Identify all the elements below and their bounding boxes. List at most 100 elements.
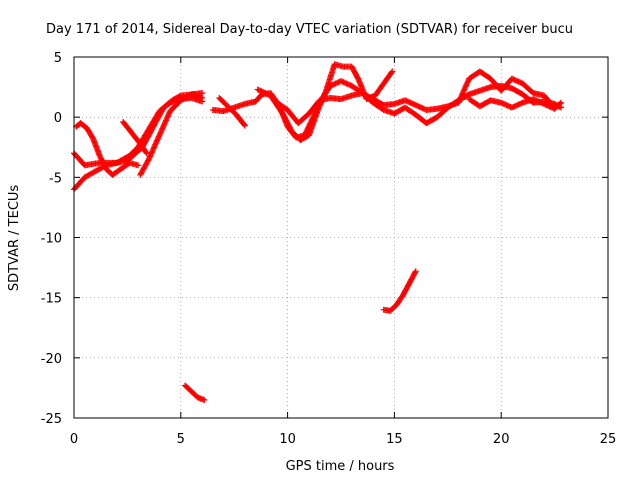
data-point [343, 80, 350, 87]
data-point [412, 268, 419, 275]
data-point [556, 100, 563, 107]
data-point [542, 101, 549, 108]
x-tick-label: 25 [600, 432, 617, 447]
x-tick-label: 5 [177, 432, 185, 447]
data-point [504, 102, 511, 109]
data-point [415, 103, 422, 110]
data-point [176, 93, 183, 100]
data-point [510, 76, 517, 83]
x-tick-label: 10 [279, 432, 296, 447]
data-point [515, 78, 522, 85]
data-point [241, 121, 248, 128]
data-point [101, 161, 108, 168]
series-track-j [466, 96, 565, 112]
data-point [535, 98, 542, 105]
x-axis-label: GPS time / hours [286, 459, 395, 474]
data-point [518, 100, 525, 107]
data-point [536, 99, 543, 106]
data-point [511, 76, 518, 83]
data-point [142, 149, 149, 156]
series-track-l [182, 382, 208, 403]
data-point [514, 78, 521, 85]
data-point [512, 102, 519, 109]
data-point [97, 153, 104, 160]
data-point [388, 69, 395, 76]
data-point [403, 97, 410, 104]
y-tick-label: -25 [41, 412, 62, 427]
data-point [344, 81, 351, 88]
data-point [512, 77, 519, 84]
data-point [135, 162, 142, 169]
y-tick-label: 5 [54, 51, 62, 66]
data-point [540, 100, 547, 107]
data-point [511, 103, 518, 110]
series-track-i [273, 68, 558, 127]
series-track-e [137, 90, 206, 178]
data-point [329, 81, 336, 88]
data-point [502, 101, 509, 108]
chart-title: Day 171 of 2014, Sidereal Day-to-day VTE… [46, 22, 573, 37]
data-point [97, 155, 104, 162]
data-point [335, 79, 342, 86]
data-point [508, 75, 515, 82]
y-tick-label: -10 [41, 232, 62, 247]
data-point [98, 156, 105, 163]
data-point [346, 81, 353, 88]
y-tick-label: 0 [54, 111, 62, 126]
data-point [143, 150, 150, 157]
data-point [411, 101, 418, 108]
data-point [539, 100, 546, 107]
y-tick-label: -5 [49, 171, 62, 186]
data-point [514, 102, 521, 109]
series-track-d [120, 118, 150, 157]
data-point [420, 105, 427, 112]
data-point [510, 103, 517, 110]
data-point [538, 99, 545, 106]
data-point [342, 79, 349, 86]
data-point [332, 80, 339, 87]
grid [74, 57, 608, 418]
data-point [241, 122, 248, 129]
data-point [506, 103, 513, 110]
data-point [412, 102, 419, 109]
axis-ticks: 0 5 10 15 20 25 5 0 -5 -10 -15 -20 -25 [41, 51, 617, 447]
data-point [100, 160, 107, 167]
data-point [532, 97, 539, 104]
data-point [339, 78, 346, 85]
data-point [543, 102, 550, 109]
data-point [530, 96, 537, 103]
data-point [389, 68, 396, 75]
x-tick-label: 20 [493, 432, 510, 447]
data-point [503, 102, 510, 109]
plot-frame [73, 56, 609, 419]
x-tick-label: 15 [386, 432, 403, 447]
data-point [338, 78, 344, 85]
data-point [419, 105, 426, 112]
data-point [544, 102, 551, 109]
data-point [516, 79, 523, 86]
data-point [333, 79, 340, 86]
data-point [410, 100, 417, 107]
data-point [145, 157, 152, 164]
data-point [508, 104, 515, 111]
data-point [498, 99, 505, 106]
data-point [331, 81, 338, 88]
x-tick-label: 0 [70, 432, 78, 447]
data-point [515, 101, 522, 108]
data-point [500, 100, 507, 107]
data-point [416, 103, 423, 110]
data-point [201, 396, 208, 403]
data-point [96, 152, 103, 159]
data-point [516, 100, 523, 107]
data-point [99, 157, 106, 164]
data-point [558, 99, 565, 106]
data-point [406, 99, 413, 106]
data-point [547, 103, 554, 110]
y-tick-label: -15 [41, 292, 62, 307]
data-point [101, 163, 108, 170]
data-point [412, 269, 419, 276]
data-point [531, 96, 538, 103]
data-point [546, 103, 553, 110]
data-point [402, 97, 409, 104]
series-track-c [73, 120, 142, 178]
